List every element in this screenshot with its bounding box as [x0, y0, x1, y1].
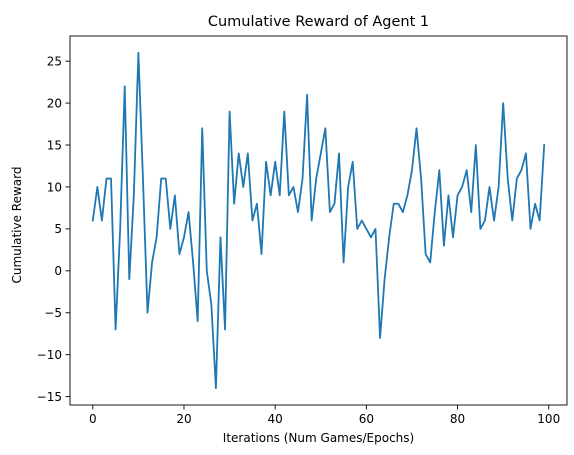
y-tick-label: 25 [47, 54, 62, 68]
y-tick-label: −15 [37, 390, 62, 404]
y-tick-label: 10 [47, 180, 62, 194]
chart-title: Cumulative Reward of Agent 1 [208, 14, 429, 30]
x-tick-label: 80 [450, 412, 465, 426]
x-tick-label: 40 [268, 412, 283, 426]
x-tick-label: 60 [359, 412, 374, 426]
plot-area [69, 35, 568, 406]
x-axis-label: Iterations (Num Games/Epochs) [223, 431, 414, 445]
y-axis-label: Cumulative Reward [10, 167, 24, 284]
x-tick-label: 100 [537, 412, 560, 426]
axes-frame [69, 35, 568, 406]
y-tick-label: 5 [54, 222, 62, 236]
x-axis: 0 20 40 60 80 100 [89, 405, 560, 426]
y-tick-label: −5 [44, 306, 62, 320]
y-tick-label: 20 [47, 96, 62, 110]
y-tick-label: −10 [37, 348, 62, 362]
x-tick-label: 20 [176, 412, 191, 426]
series-line [91, 51, 546, 390]
y-tick-label: 15 [47, 138, 62, 152]
y-axis: −15 −10 −5 0 5 10 15 20 25 [37, 54, 70, 404]
y-tick-label: 0 [54, 264, 62, 278]
x-tick-label: 0 [89, 412, 97, 426]
